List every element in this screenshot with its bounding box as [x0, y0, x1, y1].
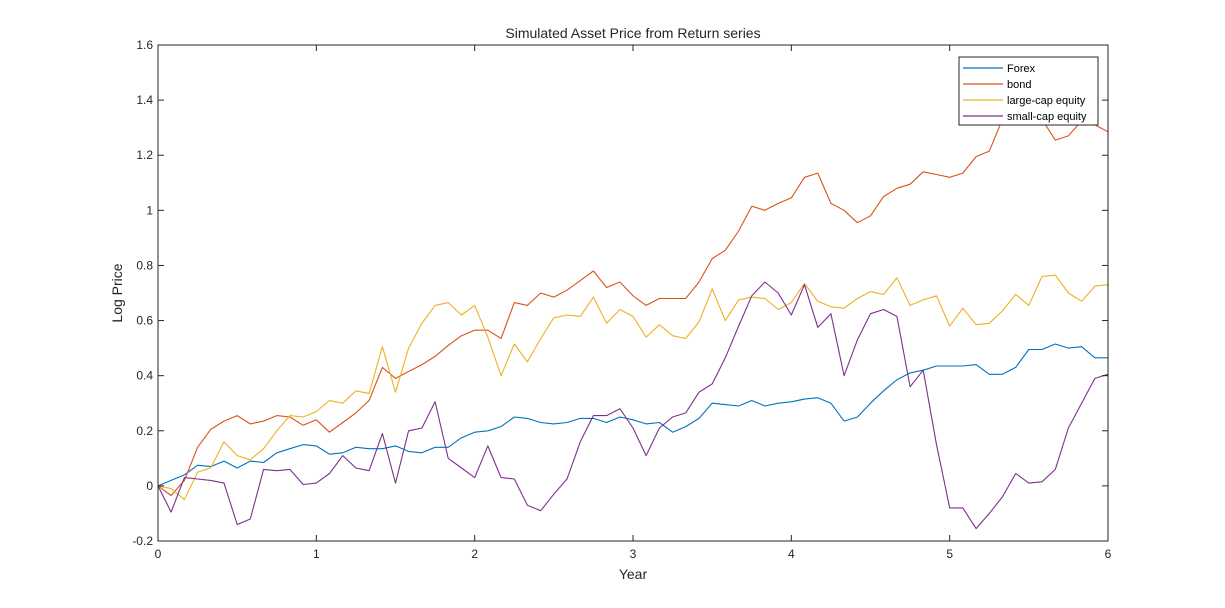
- y-tick-label: 0.8: [136, 258, 153, 272]
- legend-entry-label: small-cap equity: [1007, 111, 1087, 123]
- x-tick-label: 3: [630, 547, 637, 561]
- y-axis-label: Log Price: [109, 263, 125, 322]
- legend-entry-label: large-cap equity: [1007, 95, 1086, 107]
- ticks-layer: 0 1 2 3 4 5 6-0.200.20.40.60.811.21.41.6: [132, 38, 1111, 561]
- y-tick-label: 1.6: [136, 38, 153, 52]
- x-tick-label: 1: [313, 547, 320, 561]
- series-layer: [157, 110, 1109, 530]
- series-line-large-cap-equity: [157, 274, 1109, 501]
- x-tick-label: 5: [946, 547, 953, 561]
- series-line-small-cap-equity: [157, 281, 1109, 530]
- series-line-forex: [157, 343, 1108, 487]
- y-tick-label: 0.6: [136, 314, 153, 328]
- y-tick-label: 0: [146, 479, 153, 493]
- plot-area: [158, 45, 1108, 541]
- y-tick-label: 1: [146, 203, 153, 217]
- x-tick-label: 2: [471, 547, 478, 561]
- chart-title: Simulated Asset Price from Return series: [505, 25, 760, 41]
- legend-entry-label: Forex: [1007, 63, 1036, 75]
- x-tick-label: 4: [788, 547, 795, 561]
- y-tick-label: 0.2: [136, 424, 153, 438]
- y-tick-label: 1.4: [136, 93, 153, 107]
- legend: Forex bond large-cap equity small-cap equit…: [958, 56, 1099, 126]
- series-line-bond: [157, 110, 1109, 497]
- x-tick-label: 0: [155, 547, 162, 561]
- legend-entry-label: bond: [1007, 79, 1031, 91]
- y-tick-label: 0.4: [136, 369, 153, 383]
- x-axis-label: Year: [619, 566, 648, 582]
- x-tick-label: 6: [1105, 547, 1112, 561]
- y-tick-label: 1.2: [136, 148, 153, 162]
- y-tick-label: -0.2: [132, 534, 153, 548]
